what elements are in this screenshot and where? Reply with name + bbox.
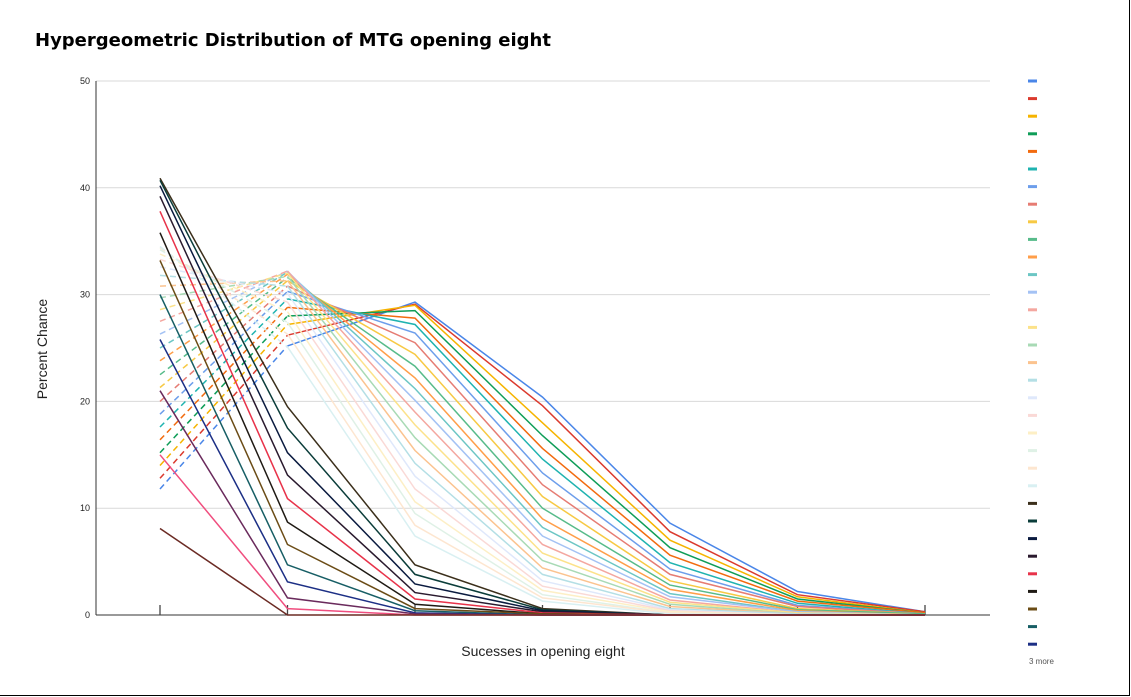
x-axis-label: Sucesses in opening eight [461,643,625,659]
y-tick-label: 50 [80,76,90,86]
series-line[interactable] [287,303,926,613]
series-line[interactable] [287,276,926,615]
series-line-segment[interactable] [159,315,289,454]
series-line-segment[interactable] [159,266,288,295]
series-line[interactable] [286,285,926,616]
series-line[interactable] [287,290,926,615]
y-tick-labels: 0 10 20 30 40 50 [80,76,90,620]
series-line[interactable] [286,270,926,616]
series-line-segment[interactable] [159,246,288,335]
series-line-segment[interactable] [159,323,289,467]
series-line-segment[interactable] [159,272,288,311]
series-line[interactable] [287,306,926,614]
series-line-segment[interactable] [159,258,288,303]
series-line-segment[interactable] [159,276,288,376]
y-tick-label: 30 [80,290,90,300]
series-line-segment[interactable] [159,285,289,402]
chart-title: Hypergeometric Distribution of MTG openi… [35,30,551,51]
series-line[interactable] [287,285,926,615]
legend-more-label[interactable]: 3 more [1029,657,1054,666]
series-line[interactable] [159,260,925,616]
series-line[interactable] [159,210,925,616]
series-line[interactable] [159,527,925,616]
y-tick-label: 20 [80,396,90,406]
series-line-segment[interactable] [159,345,289,490]
series-line-segment[interactable] [159,334,289,479]
series-line[interactable] [287,273,926,616]
y-tick-label: 10 [80,503,90,513]
series-line-segment[interactable] [159,298,289,428]
series-line[interactable] [159,294,925,616]
legend [1028,79,1037,646]
y-tick-label: 40 [80,183,90,193]
series-line-segment[interactable] [159,253,288,313]
series-line[interactable] [286,301,926,616]
series-lines [159,177,926,616]
series-line[interactable] [287,298,926,615]
y-tick-label: 0 [85,610,90,620]
series-line[interactable] [287,301,926,613]
series-line[interactable] [287,280,926,615]
series-line[interactable] [287,304,926,614]
series-line-segment[interactable] [159,273,288,362]
series-line-segment[interactable] [159,275,288,299]
series-line-segment[interactable] [159,271,288,349]
series-line[interactable] [287,309,926,614]
series-line[interactable] [159,185,925,616]
series-line[interactable] [286,280,926,616]
series-line-segment[interactable] [159,245,288,348]
series-line[interactable] [286,311,926,616]
series-line[interactable] [286,272,926,616]
